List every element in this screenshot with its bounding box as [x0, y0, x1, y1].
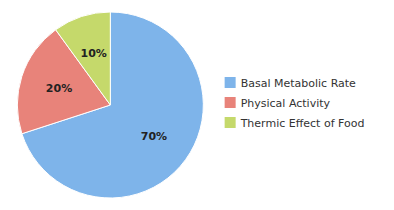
data-label: 20%: [46, 82, 72, 95]
data-label: 70%: [141, 130, 167, 143]
legend-swatch: [225, 117, 236, 128]
legend-swatch: [225, 97, 236, 108]
data-label: 10%: [80, 47, 106, 60]
legend-item: Thermic Effect of Food: [225, 117, 365, 130]
legend: Basal Metabolic Rate Physical Activity The…: [225, 77, 365, 130]
legend-item: Basal Metabolic Rate: [225, 77, 356, 90]
legend-label: Thermic Effect of Food: [240, 117, 365, 130]
legend-label: Physical Activity: [241, 97, 331, 110]
pie: 70% 20% 10%: [17, 12, 203, 198]
legend-swatch: [225, 77, 236, 88]
chart: 70% 20% 10% Basal Metabolic Rate Physical Ac…: [0, 0, 394, 210]
legend-item: Physical Activity: [225, 97, 331, 110]
legend-label: Basal Metabolic Rate: [241, 77, 356, 90]
